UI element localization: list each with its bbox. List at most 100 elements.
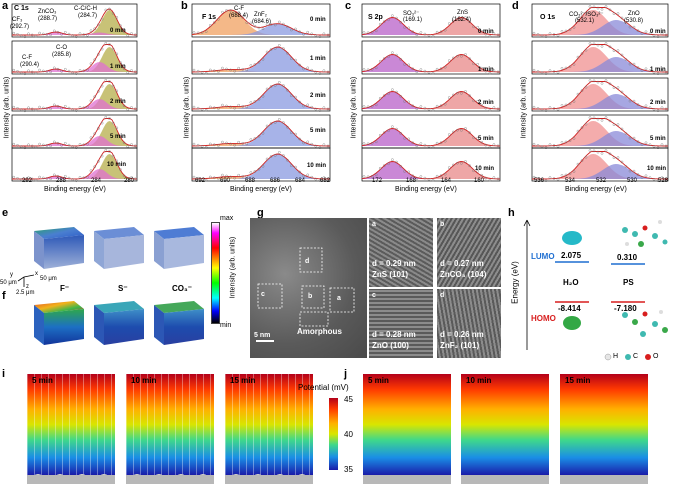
d-xlabel: Binding energy (eV) <box>565 186 627 193</box>
ps-molecule-bottom <box>622 310 668 337</box>
cube-e-co3 <box>154 227 204 269</box>
axis-x: x <box>35 271 38 277</box>
peak-so3: SO₃²⁻ <box>403 11 420 17</box>
panel-c-label: c <box>345 0 352 12</box>
d-time-3: 5 min <box>650 136 666 142</box>
panel-c-plot <box>361 3 501 182</box>
b-time-2: 2 min <box>310 93 326 99</box>
peak-zno: ZnO <box>628 11 640 17</box>
axis-y: y <box>10 272 13 278</box>
peak-zns: ZnS <box>457 10 469 16</box>
c-time-1: 1 min <box>478 67 494 73</box>
peak-co3: CO₃²⁻/SO₃²⁻ <box>569 12 604 18</box>
label-co3-ion: CO₃⁻ <box>172 284 192 293</box>
a-time-3: 5 min <box>110 134 126 140</box>
d-xtick-4: 528 <box>658 178 669 184</box>
lumo-orbital <box>562 231 582 245</box>
legend-h-dot <box>604 353 612 361</box>
region-a: a <box>337 295 341 302</box>
inset-d <box>437 289 501 358</box>
peak-b-cf: C-F <box>234 6 244 12</box>
lumo-h2o-value: 2.075 <box>561 251 582 260</box>
panel-f-label: f <box>2 290 6 302</box>
peak-cc: C-C/C-H <box>74 6 97 12</box>
inset-a-tag: a <box>372 221 376 228</box>
peak-cf: C-F <box>22 55 32 61</box>
inset-d-d: d = 0.26 nm <box>440 330 484 339</box>
a-time-2: 2 min <box>110 99 126 105</box>
inset-c-d: d = 0.28 nm <box>372 330 416 339</box>
d-xtick-3: 530 <box>627 178 638 184</box>
b-xtick-4: 684 <box>295 178 306 184</box>
a-time-4: 10 min <box>107 162 127 168</box>
region-d: d <box>305 258 310 265</box>
panel-g-label: g <box>257 207 264 219</box>
homo-h2o-value: -8.414 <box>558 304 581 313</box>
d-xtick-1: 534 <box>565 178 576 184</box>
axes-glyph <box>17 274 35 287</box>
panel-c-element: S 2p <box>368 14 383 21</box>
peak-co-be: (285.8) <box>52 52 72 58</box>
b-time-4: 10 min <box>307 163 327 169</box>
lumo-ps-value: 0.310 <box>617 253 638 262</box>
lumo-label: LUMO <box>531 252 555 261</box>
a-xlabel: Binding energy (eV) <box>44 186 106 193</box>
cube-f-s <box>94 301 144 345</box>
i-time-0: 5 min <box>32 376 53 385</box>
d-xtick-2: 532 <box>596 178 607 184</box>
legend-o-dot <box>645 354 651 360</box>
label-f-ion: F⁻ <box>60 284 70 293</box>
d-time-0: 0 min <box>650 29 666 35</box>
c-xtick-2: 164 <box>441 178 452 184</box>
panel-b-element: F 1s <box>202 14 217 21</box>
potential-tick-40: 40 <box>344 430 353 439</box>
axis-z: z <box>26 284 29 290</box>
panel-c-ylabel: Intensity (arb. units) <box>350 76 358 139</box>
d-time-2: 2 min <box>650 100 666 106</box>
c-xtick-3: 160 <box>474 178 485 184</box>
i-map-1 <box>126 374 214 484</box>
peak-znco3: ZnCO₃ <box>38 9 57 15</box>
inset-c-tag: c <box>372 292 376 299</box>
hrtem-regions <box>256 247 355 342</box>
b-xtick-3: 686 <box>270 178 281 184</box>
a-xtick-1: 288 <box>56 178 67 184</box>
c-time-3: 5 min <box>478 136 494 142</box>
i-time-2: 15 min <box>230 376 256 385</box>
peak-znco3-be: (288.7) <box>38 16 58 22</box>
homo-label: HOMO <box>531 314 556 323</box>
peak-znf2-be: (684.6) <box>252 19 272 25</box>
peak-zno-be: (530.8) <box>624 18 644 24</box>
c-time-0: 0 min <box>478 29 494 35</box>
peak-co3-be: (532.1) <box>575 18 595 24</box>
c-xlabel: Binding energy (eV) <box>395 186 457 193</box>
colorbar-max: max <box>220 215 234 222</box>
potential-colorbar <box>329 398 338 470</box>
inset-b-d: d = 0.27 nm <box>440 259 484 268</box>
c-xtick-1: 168 <box>406 178 417 184</box>
potential-tick-45: 45 <box>344 395 353 404</box>
legend-o: O <box>653 353 659 360</box>
panel-a-label: a <box>2 0 9 12</box>
colorbar-label: Intensity (arb. units) <box>229 236 237 299</box>
amorphous-label: Amorphous <box>297 327 342 336</box>
inset-b-phase: ZnCO₃ (104) <box>440 270 487 279</box>
b-xtick-0: 692 <box>195 178 206 184</box>
peak-cf3: CF₃ <box>12 17 23 23</box>
b-xtick-1: 690 <box>220 178 231 184</box>
ps-molecule-top <box>622 220 668 247</box>
panel-j-label: j <box>344 368 348 380</box>
cube-e-f <box>34 227 84 269</box>
b-time-3: 5 min <box>310 128 326 134</box>
inset-d-tag: d <box>440 292 445 299</box>
panel-d-plot <box>531 3 669 182</box>
b-xtick-5: 682 <box>320 178 331 184</box>
intensity-colorbar <box>211 222 220 324</box>
axis-dim3: 2.5 μm <box>16 290 35 296</box>
panel-b-plot <box>191 3 331 182</box>
inset-c <box>369 289 433 358</box>
peak-cf-be: (290.4) <box>20 62 40 68</box>
b-time-0: 0 min <box>310 17 326 23</box>
panel-e-label: e <box>2 207 9 219</box>
